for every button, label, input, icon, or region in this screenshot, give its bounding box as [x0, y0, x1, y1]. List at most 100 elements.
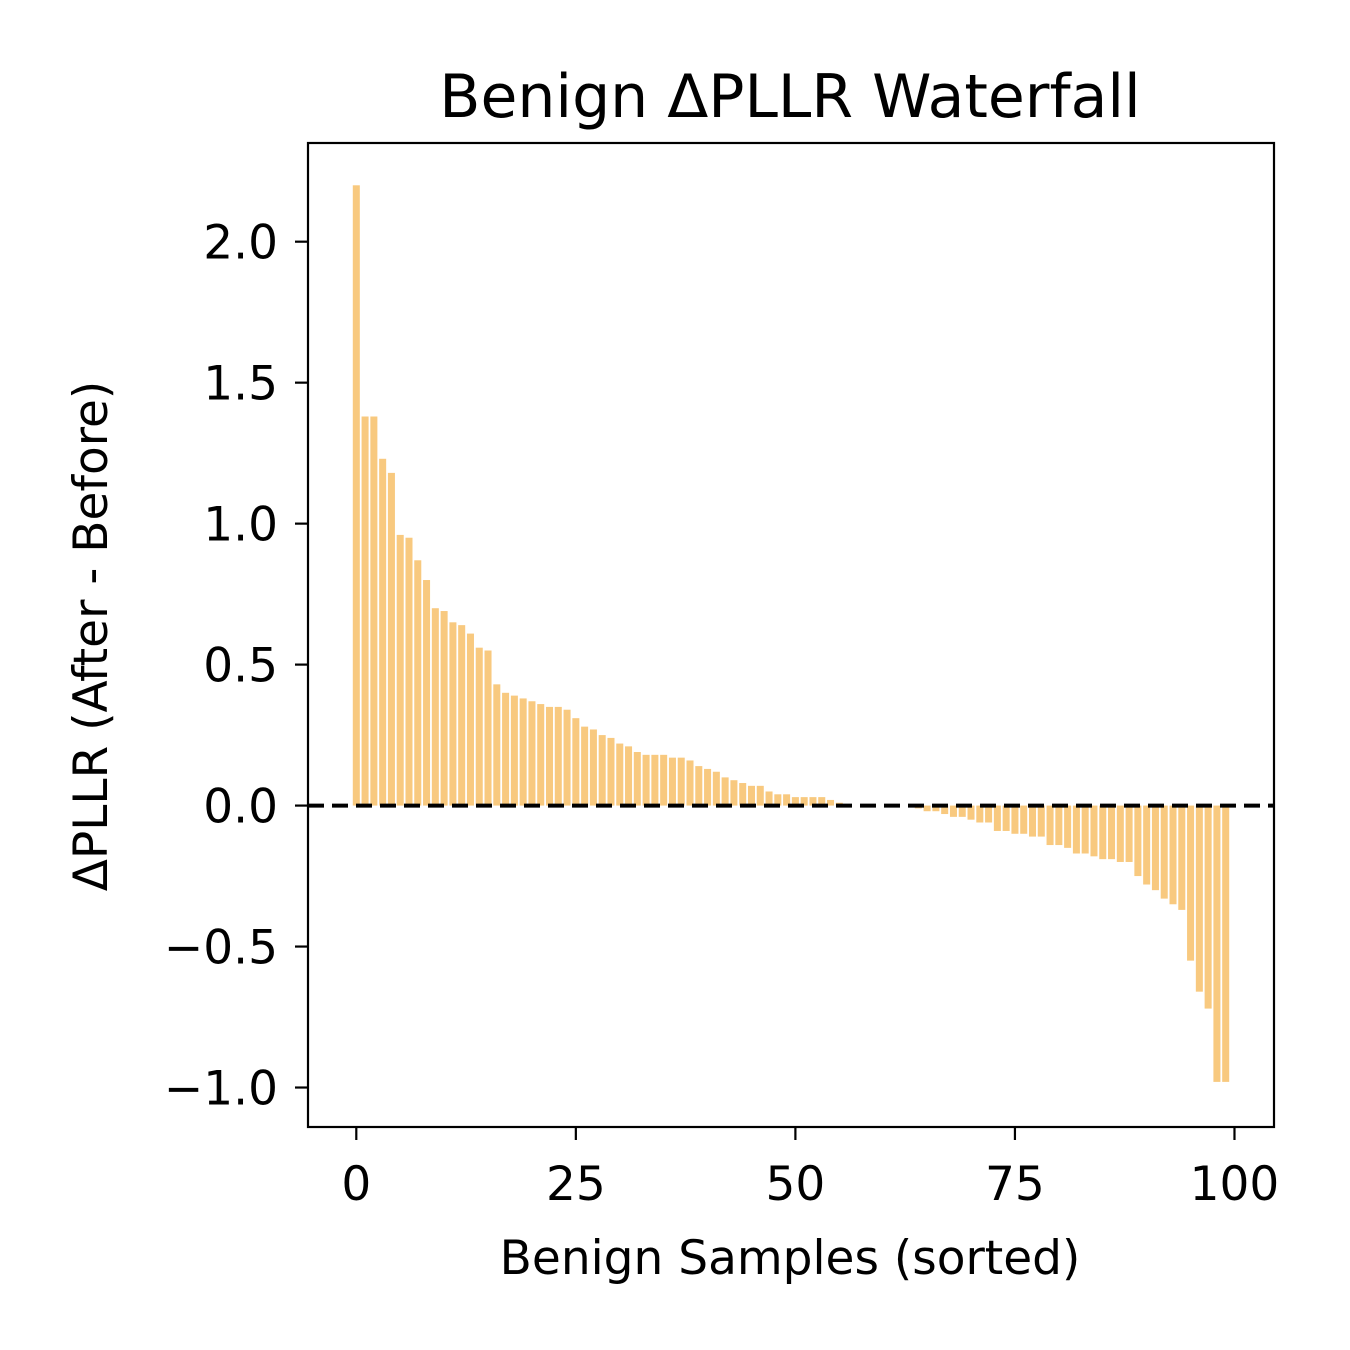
bar — [396, 534, 404, 806]
bar — [370, 416, 378, 806]
bar — [1195, 805, 1203, 992]
bar — [721, 777, 729, 806]
bar — [1187, 805, 1195, 961]
bar — [747, 785, 755, 806]
bar — [387, 472, 395, 806]
bar — [449, 622, 457, 806]
bar — [379, 458, 387, 806]
bar — [712, 771, 720, 806]
bar — [1064, 805, 1072, 848]
plot-frame — [306, 141, 1276, 1129]
bar — [493, 684, 501, 806]
bar — [1116, 805, 1124, 862]
bar — [502, 692, 510, 806]
x-axis-label: Benign Samples (sorted) — [500, 1231, 1081, 1286]
bar — [985, 805, 993, 823]
bar — [800, 797, 808, 806]
x-tick-label: 50 — [765, 1157, 825, 1212]
bar — [519, 698, 527, 806]
bar — [1020, 805, 1028, 834]
bar — [1151, 805, 1159, 891]
x-tick-label: 25 — [546, 1157, 606, 1212]
bar — [1125, 805, 1133, 862]
bar — [993, 805, 1001, 831]
bar — [1011, 805, 1019, 834]
bar — [423, 580, 431, 806]
bar — [1037, 805, 1045, 837]
y-tick-label: 2.0 — [203, 216, 278, 271]
bar — [1204, 805, 1212, 1009]
bar — [756, 785, 764, 806]
bar — [510, 695, 518, 806]
chart-title: Benign ΔPLLR Waterfall — [439, 62, 1140, 132]
bar — [739, 783, 747, 806]
bar — [668, 757, 676, 806]
bar — [941, 805, 949, 815]
bar — [554, 706, 562, 806]
y-axis-label: ΔPLLR (After - Before) — [64, 381, 119, 892]
bar — [458, 625, 466, 806]
bar — [774, 794, 782, 806]
bar — [1046, 805, 1054, 846]
x-tick-label: 100 — [1190, 1157, 1280, 1212]
bar — [651, 754, 659, 806]
bar — [528, 701, 536, 806]
bar — [791, 797, 799, 806]
bar — [352, 185, 360, 806]
bar — [607, 737, 615, 806]
bar — [818, 797, 826, 806]
y-tick-label: −1.0 — [164, 1062, 278, 1117]
bar — [1160, 805, 1168, 899]
y-axis: 2.0 1.5 1.0 0.5 0.0 −0.5 −1.0 — [164, 216, 308, 1117]
bar — [1178, 805, 1186, 910]
bar — [1213, 805, 1221, 1082]
bar — [1002, 805, 1010, 831]
bar — [1108, 805, 1116, 860]
bar — [537, 704, 545, 806]
bar — [949, 805, 957, 817]
y-tick-label: 1.0 — [203, 498, 278, 553]
bar — [1072, 805, 1080, 854]
bar — [405, 537, 413, 806]
bar — [923, 805, 931, 812]
bar — [361, 416, 369, 806]
bar — [545, 706, 554, 806]
bar — [1099, 805, 1107, 860]
bar — [466, 633, 474, 806]
bar — [431, 608, 439, 806]
y-tick-label: −0.5 — [164, 921, 278, 976]
x-tick-label: 0 — [341, 1157, 371, 1212]
bar — [1169, 805, 1177, 905]
bar — [660, 754, 668, 806]
bar — [581, 726, 589, 806]
y-tick-label: 1.5 — [203, 357, 278, 412]
bar — [827, 799, 835, 806]
x-axis: 0 25 50 75 100 — [341, 1127, 1279, 1212]
bar — [783, 794, 791, 806]
bar — [686, 760, 694, 806]
bar — [563, 709, 571, 806]
bar — [1081, 805, 1089, 854]
bar — [958, 805, 966, 817]
bar — [572, 718, 580, 806]
bar — [633, 752, 641, 806]
bar — [730, 780, 738, 806]
bar — [704, 768, 712, 806]
bar — [1143, 805, 1151, 885]
bar — [598, 735, 606, 806]
bar — [589, 729, 597, 806]
bar — [1028, 805, 1037, 837]
bar — [1134, 805, 1142, 877]
bar — [625, 746, 633, 806]
bar — [642, 754, 650, 806]
bar — [440, 611, 448, 806]
y-tick-label: 0.5 — [203, 639, 278, 694]
bar — [475, 647, 483, 806]
bar — [484, 650, 492, 806]
bar — [414, 560, 422, 806]
bar — [976, 805, 984, 823]
bar — [677, 757, 685, 806]
y-tick-label: 0.0 — [203, 780, 278, 835]
bar — [1055, 805, 1063, 846]
